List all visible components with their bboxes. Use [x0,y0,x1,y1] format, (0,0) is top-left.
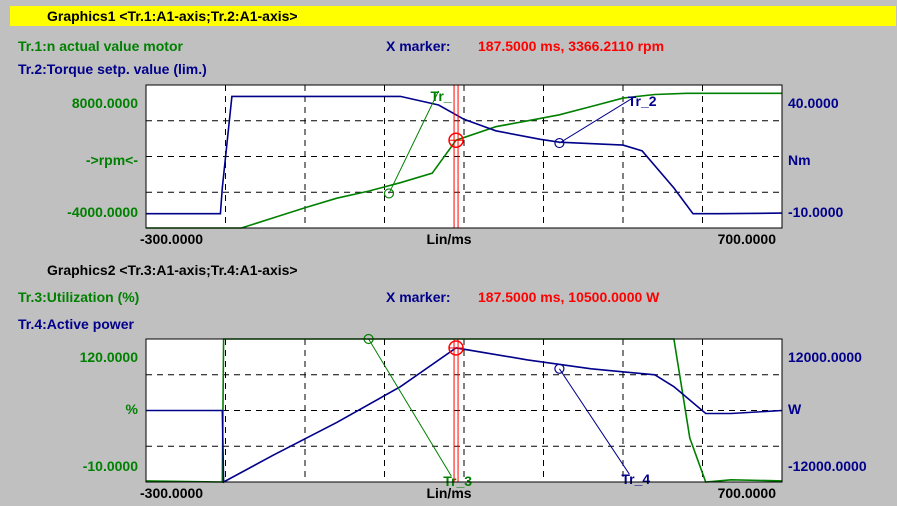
trace-tag-leader [368,338,452,477]
trace-tag-leader [388,90,440,194]
graphics2-x-tick-min: -300.0000 [140,485,203,501]
graphics1-y-right-top: 40.0000 [788,95,839,111]
series-line-tr_4 [146,347,783,484]
graphics2-plot-frame [145,338,783,483]
graphics1-x-tick-max: 700.0000 [718,231,777,247]
graphics2-chart: Tr_3 Tr_4 120.0000 % -10.0000 12000.0000 … [80,333,867,501]
graphics2-panel: Tr_3 Tr_4 120.0000 % -10.0000 12000.0000 … [10,260,896,506]
trace2-label: Tr.2:Torque setp. value (lim.) [18,61,207,77]
graphics1-x-marker-value: 187.5000 ms, 3366.2110 rpm [478,38,665,54]
series-line-tr_2 [146,95,783,215]
trace-tag-leader [558,368,630,475]
graphics1-x-unit: Lin/ms [426,231,471,247]
trace-tag-label: Tr_ [431,88,452,104]
trace-tag-label: Tr_2 [628,93,657,109]
graphics1-y-left-mid: ->rpm<- [86,152,138,168]
trace1-label: Tr.1:n actual value motor [18,38,183,54]
graphics1-y-right-bottom: -10.0000 [788,204,843,220]
graphics1-y-left-bottom: -4000.0000 [67,204,138,220]
trace-tag-point [554,363,565,374]
graphics2-y-right-mid: W [788,401,802,417]
graphics1-x-marker-label: X marker: [386,38,451,54]
graphics1-y-right-mid: Nm [788,152,811,168]
graphics2-x-marker-value: 187.5000 ms, 10500.0000 W [478,289,660,305]
graphics1-grid [146,85,782,228]
trace-tag-point [383,188,395,199]
graphics2-y-left-mid: % [126,401,139,417]
graphics2-x-tick-max: 700.0000 [718,485,777,501]
trace-tag-leader [559,95,636,144]
trace-tag-label: Tr_4 [621,471,650,487]
graphics2-x-unit: Lin/ms [426,485,471,501]
graphics1-y-left-top: 8000.0000 [72,95,138,111]
graphics1-x-marker [448,85,464,228]
graphics2-y-right-top: 12000.0000 [788,349,862,365]
graphics2-y-left-bottom: -10.0000 [83,458,138,474]
graphics1-x-tick-min: -300.0000 [140,231,203,247]
series-line-tr_1 [146,92,782,229]
trace3-label: Tr.3:Utilization (%) [18,289,140,305]
graphics1-panel: Tr_ Tr_2 8000.0000 ->rpm<- -4000.0000 40.… [10,6,896,252]
graphics2-x-marker [448,339,464,482]
graphics1-plot-frame [145,84,783,229]
graphics1-title[interactable]: Graphics1 <Tr.1:A1-axis;Tr.2:A1-axis> [10,6,896,26]
graphics2-y-right-bottom: -12000.0000 [788,458,867,474]
graphics2-x-marker-label: X marker: [386,289,451,305]
graphics1-chart: Tr_ Tr_2 8000.0000 ->rpm<- -4000.0000 40.… [67,84,843,247]
graphics2-y-left-top: 120.0000 [80,349,139,365]
trace4-label: Tr.4:Active power [18,316,134,332]
graphics2-title[interactable]: Graphics2 <Tr.3:A1-axis;Tr.4:A1-axis> [47,262,298,278]
trace-tag-point [554,137,565,149]
